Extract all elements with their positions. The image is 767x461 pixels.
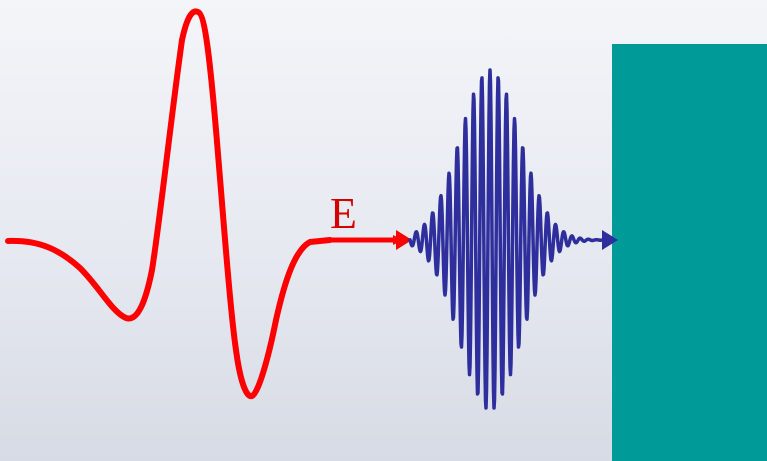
field-label: E (330, 189, 357, 238)
probe-arrow-head (602, 230, 618, 250)
pump-pulse-waveform (5, 8, 333, 399)
field-arrow-head (396, 230, 412, 250)
sample-block (612, 44, 767, 461)
probe-pulse-waveform (408, 68, 607, 410)
